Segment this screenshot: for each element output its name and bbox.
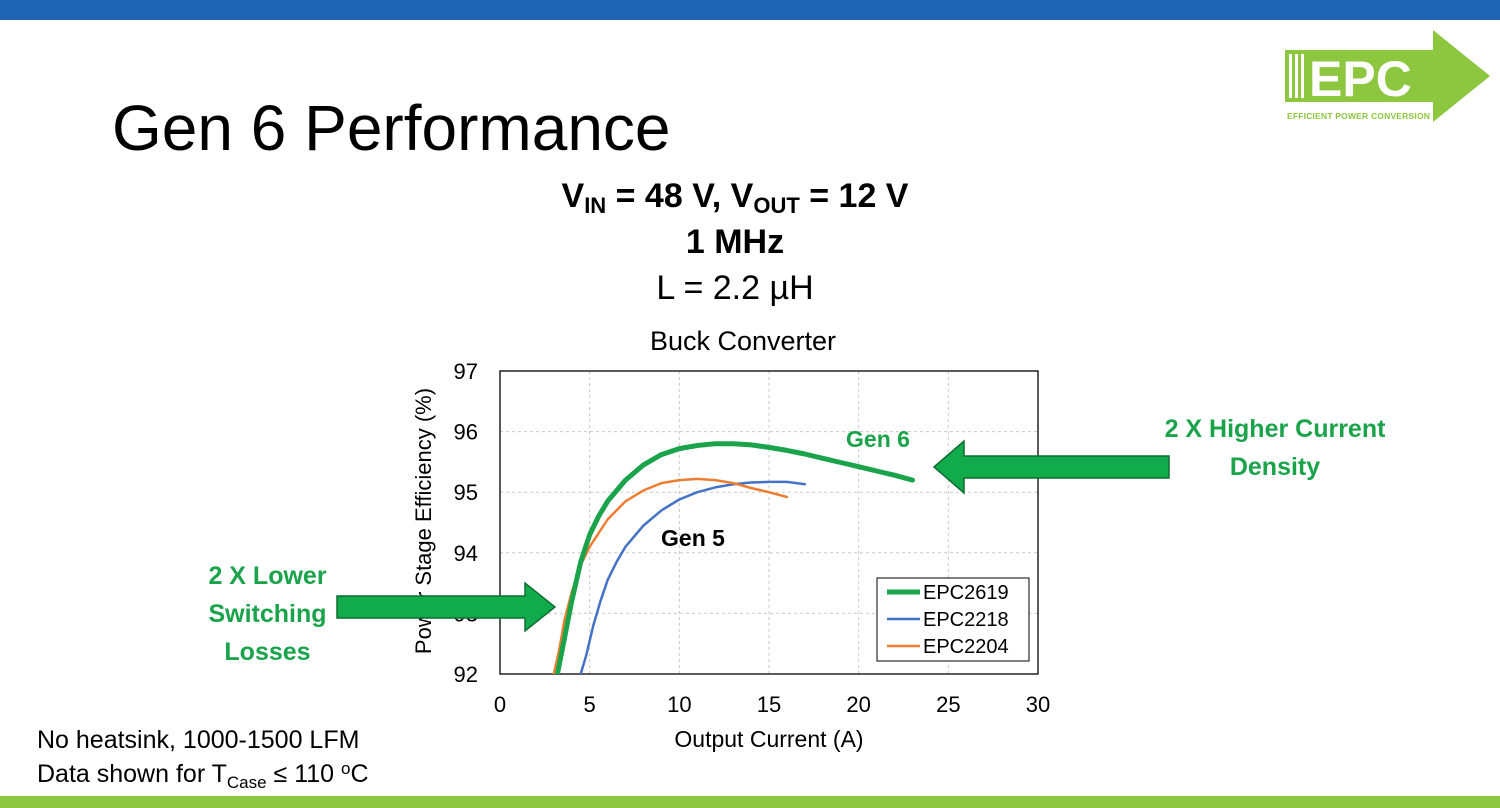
tcase-subscript: Case — [226, 773, 267, 792]
degree-superscript: o — [341, 759, 351, 778]
x-tick-label: 20 — [846, 692, 870, 717]
lower-losses-arrow — [336, 581, 557, 633]
frequency-condition: 1 MHz — [685, 223, 785, 261]
legend-label: EPC2204 — [923, 636, 1009, 658]
tcase-prefix: Data shown for T — [37, 760, 227, 788]
vin-symbol: V — [561, 177, 585, 215]
legend-label: EPC2218 — [923, 609, 1009, 631]
tcase-note: Data shown for TCase ≤ 110 oC — [37, 759, 369, 792]
legend-label: EPC2619 — [923, 582, 1009, 604]
vout-subscript: OUT — [753, 193, 800, 218]
higher-current-annotation: 2 X Higher Current Density — [1140, 410, 1410, 486]
gen6-label: Gen 6 — [846, 426, 910, 452]
vout-value: = 12 V — [799, 177, 909, 215]
epc-logo: EPC — [1285, 30, 1495, 126]
annotation-line: 2 X Higher Current — [1164, 415, 1386, 443]
x-tick-label: 5 — [584, 692, 596, 717]
x-tick-label: 30 — [1026, 692, 1050, 717]
heatsink-note: No heatsink, 1000-1500 LFM — [37, 726, 360, 754]
annotation-line: Switching — [208, 600, 327, 628]
logo-tagline: EFFICIENT POWER CONVERSION — [1287, 111, 1431, 121]
inductance-condition: L = 2.2 µH — [656, 269, 814, 307]
top-accent-bar — [0, 0, 1500, 20]
chart-title: Buck Converter — [650, 326, 836, 356]
gen5-label: Gen 5 — [661, 525, 725, 551]
x-tick-label: 10 — [667, 692, 691, 717]
annotation-line: Losses — [224, 638, 311, 666]
y-tick-label: 92 — [454, 662, 478, 687]
tcase-mid: ≤ 110 — [266, 760, 342, 788]
plot-frame — [499, 370, 1039, 675]
vout-symbol: V — [730, 177, 754, 215]
higher-current-arrow — [932, 439, 1170, 495]
annotation-line: 2 X Lower — [208, 562, 327, 590]
y-tick-label: 96 — [454, 420, 478, 445]
annotation-line: Density — [1229, 453, 1321, 481]
x-axis-label: Output Current (A) — [674, 726, 863, 752]
x-tick-label: 15 — [757, 692, 781, 717]
y-tick-label: 94 — [454, 541, 478, 566]
x-tick-label: 25 — [936, 692, 960, 717]
vin-subscript: IN — [584, 193, 607, 218]
bottom-accent-bar — [0, 796, 1500, 808]
tcase-suffix: C — [350, 760, 369, 788]
series-line-epc2218 — [579, 480, 807, 674]
page-title: Gen 6 Performance — [112, 92, 671, 164]
y-tick-label: 97 — [454, 359, 478, 384]
series-line-epc2619 — [554, 441, 915, 674]
y-tick-label: 95 — [454, 480, 478, 505]
vin-value: = 48 V, — [606, 177, 731, 215]
voltage-conditions: VIN = 48 V, VOUT = 12 V — [450, 176, 1020, 218]
logo-text: EPC — [1309, 51, 1412, 107]
lower-losses-annotation: 2 X Lower Switching Losses — [180, 557, 355, 671]
x-tick-label: 0 — [494, 692, 506, 717]
